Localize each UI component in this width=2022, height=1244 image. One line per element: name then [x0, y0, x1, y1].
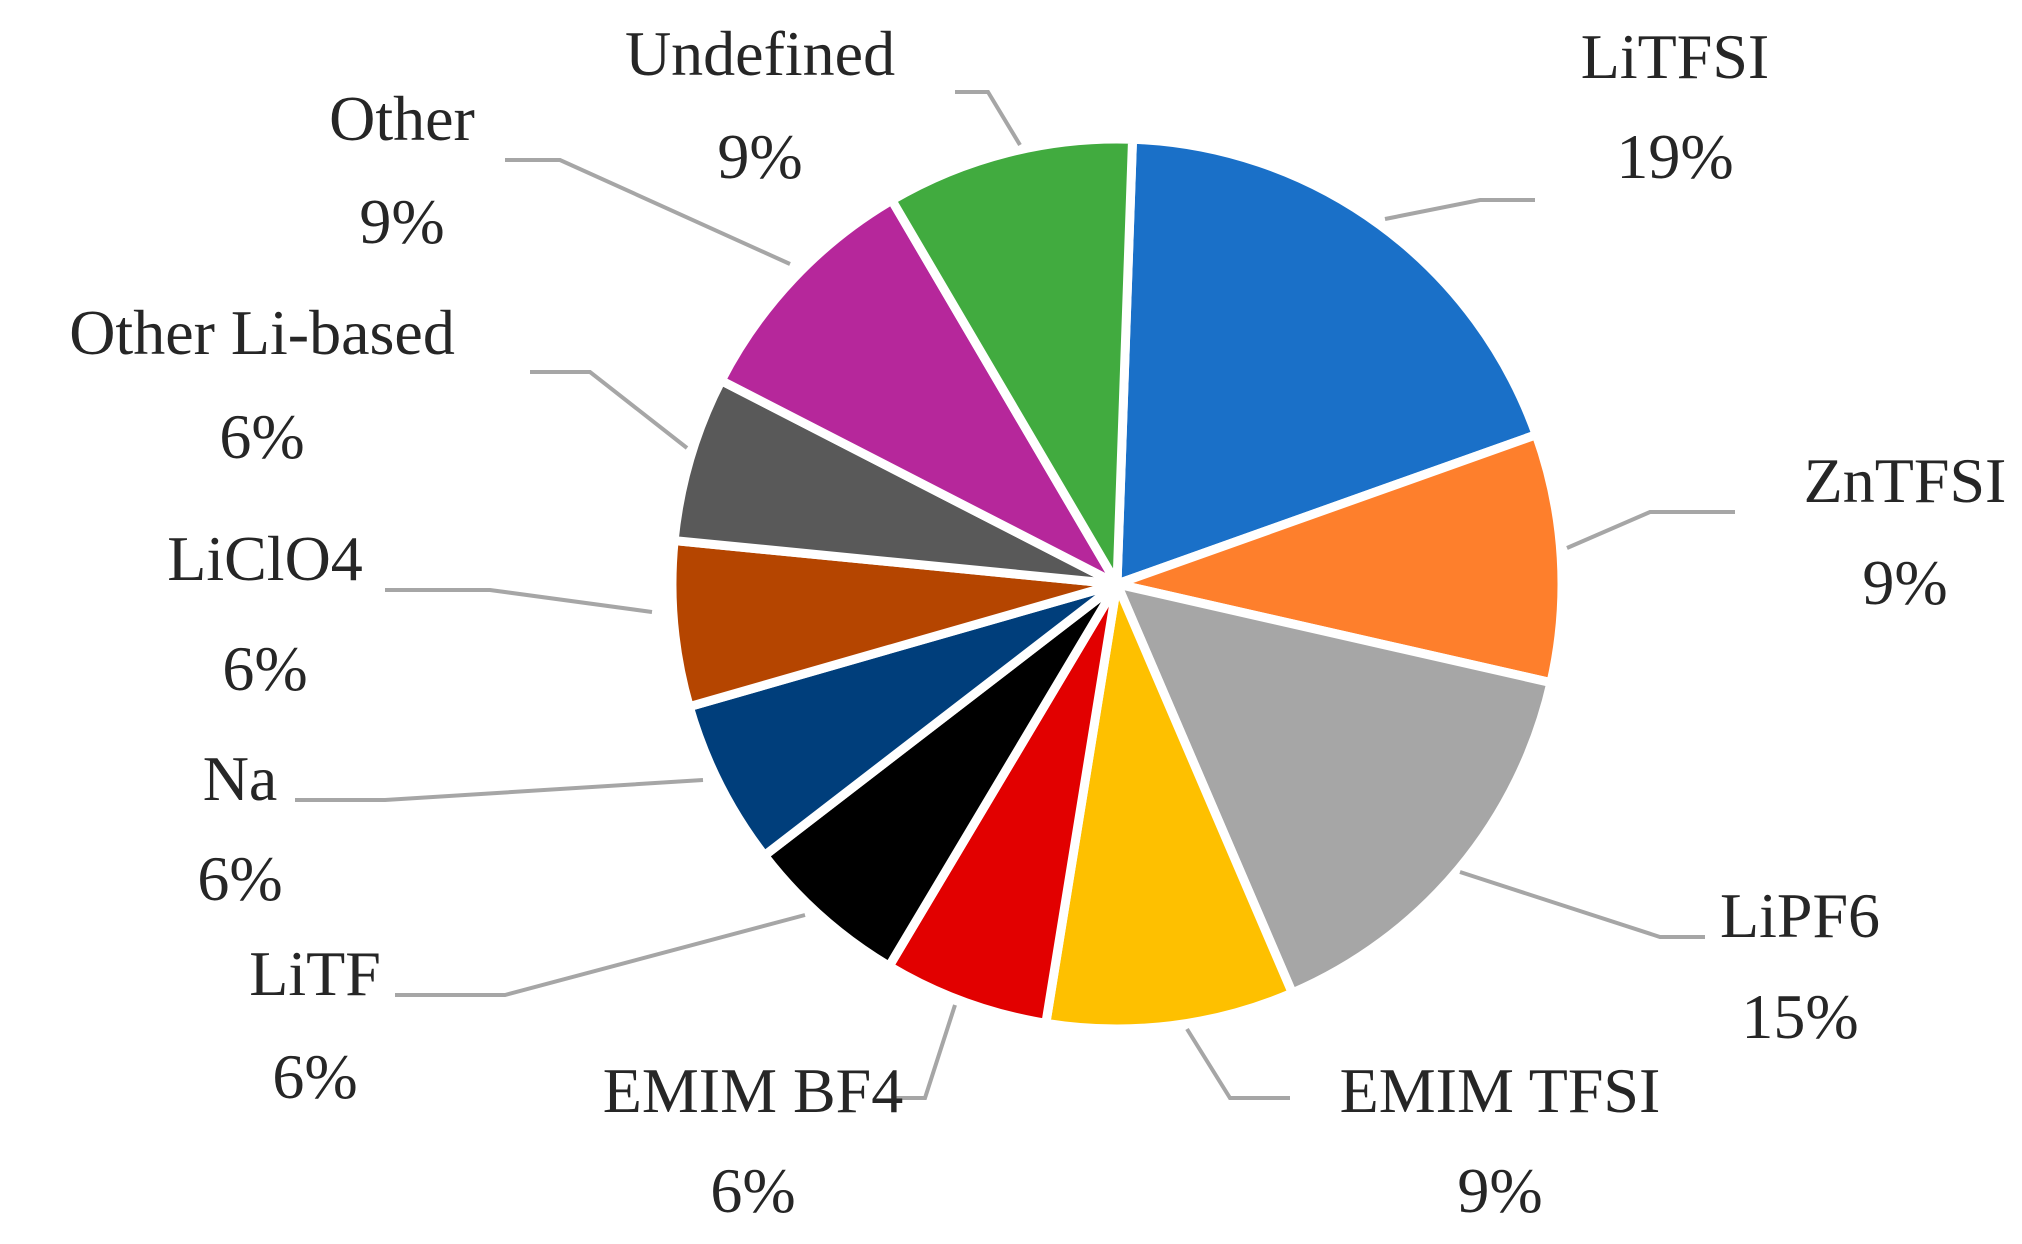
slice-zntfsi [1112, 430, 1567, 688]
slice-value-emim-tfsi: 9% [1457, 1155, 1542, 1226]
slice-value-litf: 6% [272, 1041, 357, 1112]
slice-label-emim-tfsi: EMIM TFSI [1340, 1055, 1661, 1126]
slice-value-lipf6: 15% [1741, 981, 1858, 1052]
leader-line-undefined [955, 90, 1022, 147]
slice-label-na: Na [203, 743, 278, 814]
slice-litf [759, 579, 1122, 971]
slice-value-liclo4: 6% [222, 633, 307, 704]
slice-other [716, 195, 1122, 589]
slice-na [684, 579, 1122, 861]
slice-value-litfsi: 19% [1616, 121, 1733, 192]
slice-emim-bf4 [884, 579, 1122, 1028]
slice-label-liclo4: LiClO4 [167, 523, 363, 594]
leader-line-emim-bf4 [895, 1004, 957, 1100]
pie-slices [667, 134, 1567, 1034]
slice-litfsi [1112, 134, 1541, 589]
slice-label-litf: LiTF [249, 938, 381, 1009]
leader-line-lipf6 [1459, 870, 1705, 939]
slice-emim-tfsi [1041, 579, 1297, 1034]
leader-line-litf [395, 913, 806, 997]
leader-line-litfsi [1384, 198, 1535, 221]
leader-line-zntfsi [1566, 510, 1735, 550]
slice-label-undefined: Undefined [625, 18, 895, 89]
data-labels: LiTFSI 19% ZnTFSI 9% LiPF6 15% EMIM TFSI 9% EMIM… [69, 18, 2006, 1226]
slice-value-other: 9% [359, 186, 444, 257]
leader-lines [295, 90, 1735, 1100]
leader-line-liclo4 [385, 588, 653, 614]
leader-line-other [505, 158, 791, 266]
slice-value-zntfsi: 9% [1862, 547, 1947, 618]
leader-line-other-li-based [530, 370, 689, 450]
slice-label-other: Other [329, 83, 475, 154]
slice-label-lipf6: LiPF6 [1720, 880, 1880, 951]
slice-lipf6 [1112, 579, 1556, 998]
slice-value-other-li-based: 6% [219, 401, 304, 472]
leader-line-na [295, 778, 704, 802]
slice-value-undefined: 9% [717, 121, 802, 192]
slice-label-litfsi: LiTFSI [1581, 21, 1769, 92]
leader-line-emim-tfsi [1185, 1027, 1290, 1100]
slice-undefined [887, 134, 1138, 589]
slice-value-na: 6% [197, 843, 282, 914]
slice-other-li-based [669, 376, 1122, 589]
slice-label-emim-bf4: EMIM BF4 [603, 1055, 904, 1126]
slice-label-zntfsi: ZnTFSI [1804, 445, 2007, 516]
slice-liclo4 [667, 536, 1122, 712]
slice-value-emim-bf4: 6% [710, 1155, 795, 1226]
slice-label-other-li-based: Other Li-based [69, 297, 455, 368]
